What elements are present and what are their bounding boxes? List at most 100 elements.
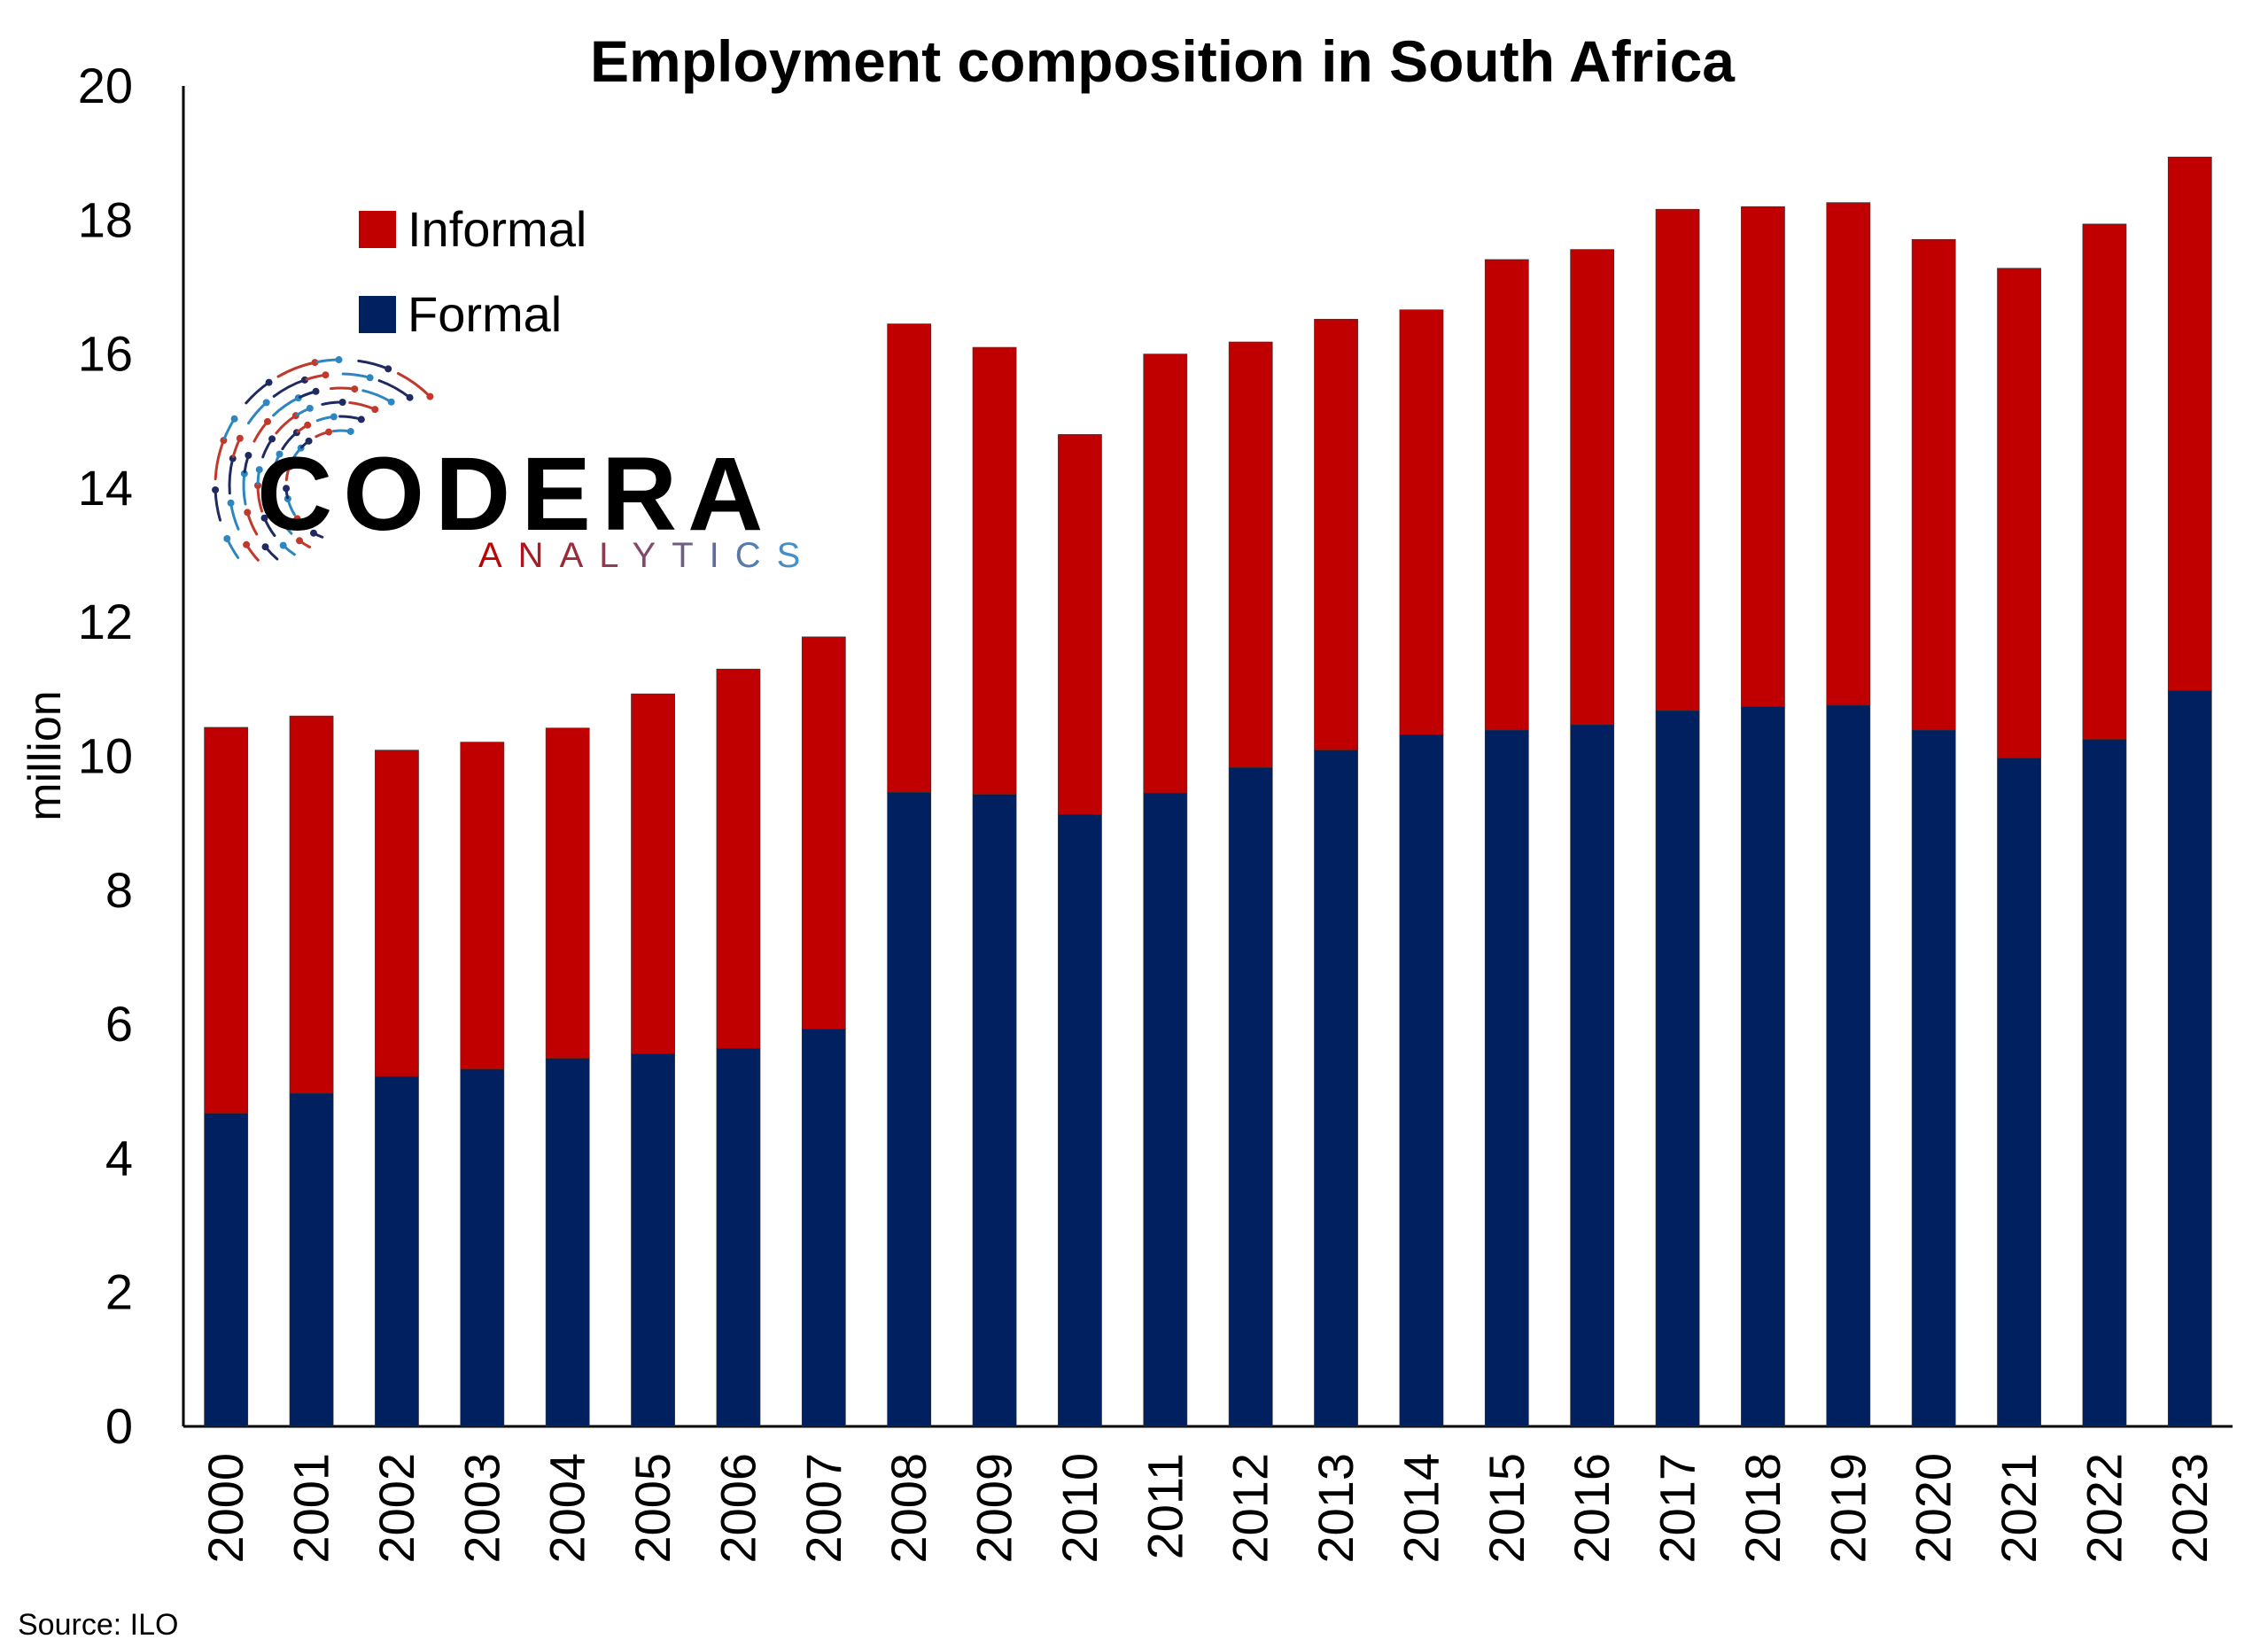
logo-ring-dot [338,399,346,407]
logo-ring-arc [330,386,356,391]
bar-formal-2002 [375,1076,419,1427]
x-tick-label: 2005 [625,1453,680,1564]
bar-informal-2010 [1058,434,1102,815]
y-tick-label: 16 [78,326,133,382]
bar-formal-2017 [1655,710,1700,1427]
legend-swatch-formal [359,296,396,333]
bar-informal-2001 [289,715,334,1094]
bar-informal-2011 [1143,353,1188,794]
logo-ring-dot [212,486,220,493]
bar-informal-2009 [972,346,1017,795]
legend: Informal Formal [359,201,586,342]
logo-ring-dot [255,466,263,474]
x-tick-label: 2015 [1479,1453,1534,1564]
bar-formal-2008 [887,792,932,1427]
logo-ring-arc [229,501,240,531]
bar-informal-2013 [1314,318,1358,750]
x-tick-label: 2022 [2076,1453,2132,1564]
logo-ring-dot [296,537,304,545]
logo-ring-dot [254,482,261,489]
bar-informal-2014 [1399,309,1444,735]
logo-ring-dot [311,359,319,367]
logo-ring-dot [426,392,434,400]
y-tick-label: 8 [105,862,133,918]
bar-informal-2002 [375,750,419,1077]
bar-informal-2017 [1655,208,1700,711]
bar-formal-2018 [1741,706,1785,1427]
logo-sub-text: ANALYTICS [478,536,816,575]
logo-ring-dot [263,417,271,425]
logo-ring-dot [406,393,414,401]
x-tick-label: 2014 [1393,1453,1449,1564]
logo-ring-dot [283,485,291,493]
y-tick-label: 4 [105,1130,133,1185]
bar-informal-2020 [1911,238,1956,731]
source-note: Source: ILO [18,1608,178,1642]
bar-formal-2014 [1399,734,1444,1427]
logo-ring-dot [236,434,244,442]
bar-formal-2016 [1570,724,1615,1427]
logo-ring-dot [357,416,365,423]
logo-ring-dot [371,406,379,414]
logo-ring-arc [245,510,259,536]
x-tick-label: 2011 [1137,1453,1192,1559]
logo-ring-dot [305,437,313,445]
logo-ring-dot [366,374,374,382]
logo-ring-dot [384,365,392,373]
y-tick-label: 10 [78,728,133,784]
logo-ring-dot [330,413,338,421]
bar-informal-2018 [1741,206,1785,707]
logo-ring-arc [341,372,372,379]
bar-formal-2023 [2167,690,2212,1427]
chart-title: Employment composition in South Africa [590,28,1736,94]
logo-ring-arc [275,414,298,435]
logo-ring-dot [265,378,273,386]
logo-ring-dot [223,535,231,543]
bar-formal-2011 [1143,792,1188,1427]
x-axis: 2000 2001 2002 2003 2004 2005 2006 2007 2008 2009… [183,1425,2233,1564]
x-tick-label: 2010 [1052,1453,1107,1564]
x-tick-label: 2012 [1223,1453,1278,1564]
codera-analytics-logo: CODERA ANALYTICS [212,356,816,575]
y-tick-label: 12 [78,594,133,649]
logo-ring-dot [351,385,359,393]
x-tick-label: 2000 [198,1453,253,1564]
logo-ring-dot [306,404,314,412]
logo-ring-dot [310,529,317,537]
bar-formal-2003 [460,1068,505,1427]
logo-ring-arc [247,400,268,425]
legend-label-informal: Informal [408,201,586,257]
logo-ring-arc [272,378,307,398]
bar-formal-2022 [2082,739,2127,1427]
x-tick-label: 2013 [1308,1453,1363,1564]
bar-informal-2008 [887,323,932,793]
y-axis: 0 2 4 6 8 10 12 14 16 18 20 [78,58,185,1454]
x-tick-label: 2006 [710,1453,765,1564]
bar-informal-2022 [2082,223,2127,740]
bar-formal-2015 [1484,729,1529,1427]
y-tick-label: 18 [78,191,133,247]
x-tick-label: 2016 [1564,1453,1619,1564]
bar-formal-2005 [631,1053,675,1427]
y-tick-labels: 0 2 4 6 8 10 12 14 16 18 20 [78,58,133,1454]
bar-formal-2020 [1911,729,1956,1427]
logo-ring-arc [214,488,222,522]
bar-formal-2004 [545,1058,590,1427]
x-tick-label: 2019 [1820,1453,1876,1564]
y-tick-label: 6 [105,996,133,1052]
bar-informal-2000 [204,726,249,1115]
bar-formal-2019 [1826,704,1871,1427]
logo-ring-dot [335,356,343,364]
logo-ring-arc [242,472,247,506]
logo-ring-dot [312,387,320,395]
logo-ring-dot [243,540,251,548]
logo-ring-dot [245,452,252,460]
x-tick-label: 2009 [967,1453,1022,1564]
logo-ring-dot [346,427,354,435]
bar-informal-2015 [1484,259,1529,731]
bar-informal-2016 [1570,249,1615,726]
logo-main-text: CODERA [257,436,773,553]
bar-informal-2012 [1228,341,1273,768]
